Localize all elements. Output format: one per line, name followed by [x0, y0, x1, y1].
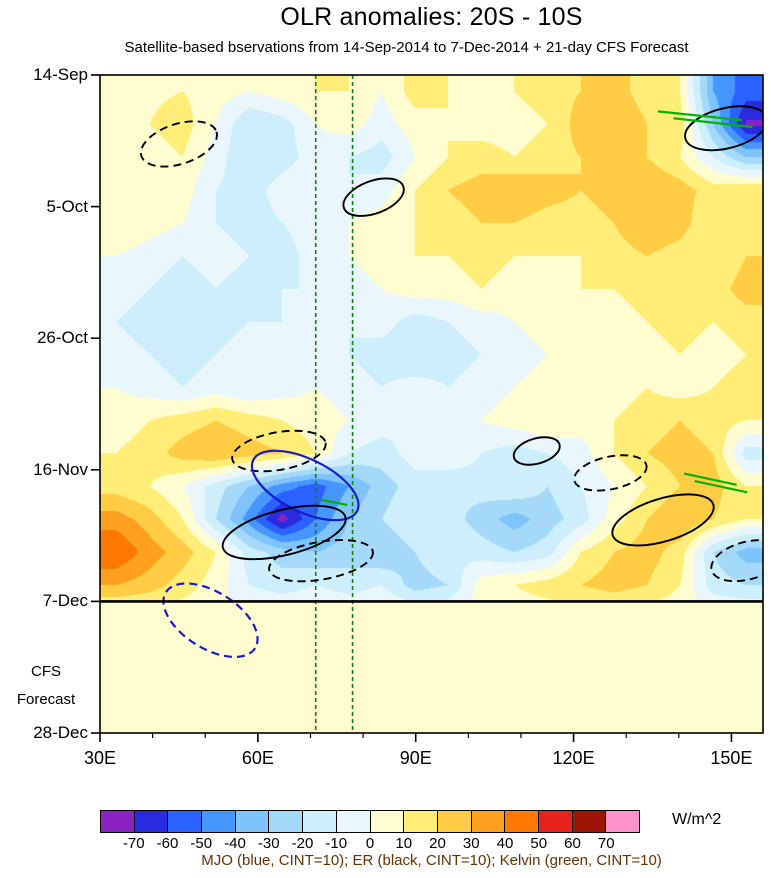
- colorbar-cell: [404, 811, 438, 832]
- forecast-label-line2: Forecast: [16, 691, 76, 708]
- colorbar-tick-label: -70: [122, 835, 145, 852]
- y-tick-label: 7-Dec: [42, 591, 88, 611]
- colorbar-tick-label: 0: [365, 835, 375, 852]
- colorbar-cell: [202, 811, 236, 832]
- colorbar-tick-label: 10: [395, 835, 413, 852]
- forecast-label-line1: CFS: [31, 663, 61, 680]
- colorbar-cell: [538, 811, 573, 832]
- colorbar-cell: [269, 811, 304, 832]
- colorbar-tick-label: 40: [496, 835, 514, 852]
- colorbar-cell: [235, 811, 270, 832]
- plot-subtitle: Satellite-based bservations from 14-Sep-…: [124, 39, 689, 56]
- y-tick-label: 16-Nov: [33, 459, 88, 479]
- y-tick-label: 14-Sep: [33, 65, 88, 84]
- colorbar-cell: [303, 811, 337, 832]
- colorbar-cell: [606, 811, 639, 832]
- colorbar-cell: [505, 811, 539, 832]
- y-tick-label: 26-Oct: [36, 328, 88, 348]
- colorbar-tick-label: 20: [429, 835, 446, 852]
- colorbar-tick-label: 60: [564, 835, 581, 852]
- x-tick-label: 60E: [241, 748, 274, 768]
- x-tick-label: 150E: [710, 748, 753, 768]
- y-tick-label: 5-Oct: [46, 196, 88, 216]
- colorbar-tick-label: -20: [291, 835, 314, 852]
- plot-title: OLR anomalies: 20S - 10S: [280, 3, 583, 31]
- colorbar-tick-label: -30: [257, 835, 280, 852]
- colorbar-cell: [101, 811, 135, 832]
- colorbar-cell: [370, 811, 405, 832]
- colorbar-cell: [168, 811, 203, 832]
- colorbar-cell: [572, 811, 607, 832]
- heatmap-canvas: [100, 75, 763, 733]
- colorbar-cell: [437, 811, 472, 832]
- colorbar-tick-label: -50: [190, 835, 213, 852]
- legend-caption: MJO (blue, CINT=10); ER (black, CINT=10)…: [201, 852, 662, 869]
- colorbar-tick-label: -10: [325, 835, 348, 852]
- forecast-region-label: CFS Forecast: [0, 658, 92, 714]
- colorbar-tick-label: 30: [462, 835, 480, 852]
- colorbar-cell: [336, 811, 371, 832]
- colorbar-cell: [471, 811, 506, 832]
- colorbar-units: W/m^2: [672, 811, 722, 828]
- colorbar-tick-label: 70: [597, 835, 615, 852]
- colorbar-tick-label: -60: [156, 835, 179, 852]
- x-tick-label: 30E: [83, 748, 117, 768]
- colorbar-tick-labels: -70 -60 -50 -40 -30 -20 -10 0 10 20 30 40 50 60 70: [100, 835, 640, 853]
- y-tick-label: 28-Dec: [33, 723, 88, 742]
- colorbar-tick-label: 50: [530, 835, 548, 852]
- x-tick-label: 90E: [399, 748, 432, 768]
- colorbar-tick-label: -40: [224, 835, 246, 852]
- x-tick-label: 120E: [552, 748, 595, 768]
- colorbar: [100, 810, 640, 833]
- colorbar-cell: [134, 811, 169, 832]
